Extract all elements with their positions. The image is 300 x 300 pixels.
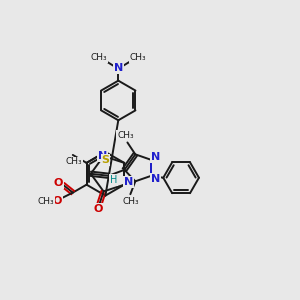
Text: O: O: [93, 204, 102, 214]
Text: CH₃: CH₃: [65, 158, 82, 166]
Text: CH₃: CH₃: [117, 131, 134, 140]
Text: CH₃: CH₃: [130, 53, 146, 62]
Text: S: S: [101, 155, 110, 165]
Text: N: N: [98, 151, 107, 161]
Text: N: N: [151, 174, 160, 184]
Text: CH₃: CH₃: [90, 53, 107, 62]
Text: O: O: [53, 178, 63, 188]
Text: O: O: [52, 196, 62, 206]
Text: N: N: [124, 177, 133, 187]
Text: CH₃: CH₃: [122, 196, 139, 206]
Text: H: H: [110, 175, 117, 185]
Text: N: N: [151, 152, 160, 162]
Text: CH₃: CH₃: [38, 197, 54, 206]
Text: N: N: [114, 63, 123, 73]
